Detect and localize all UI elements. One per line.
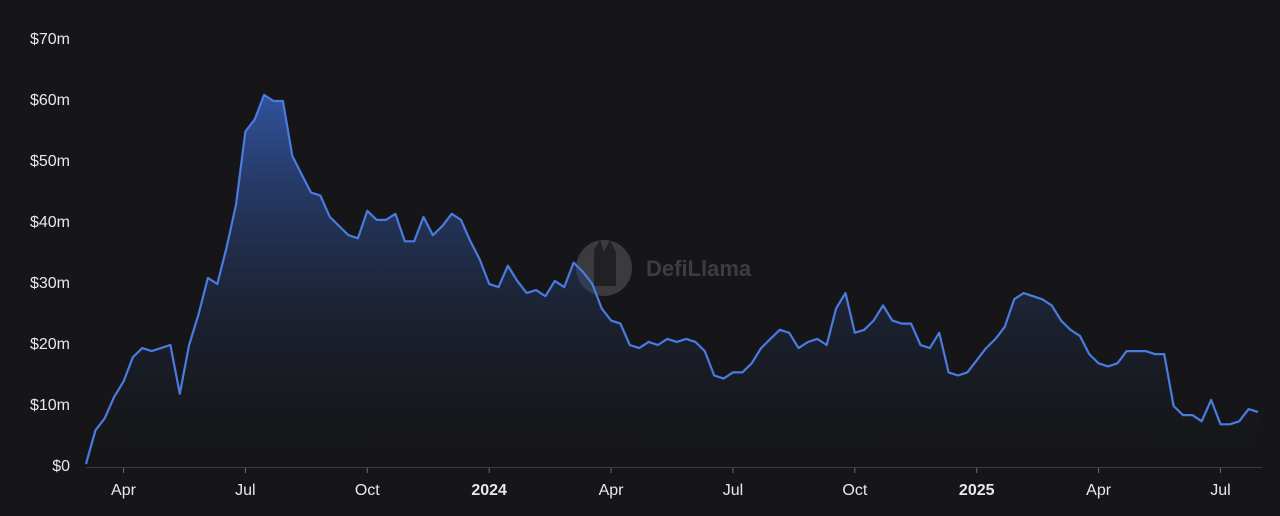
y-tick-label: $60m <box>30 92 70 109</box>
x-tick-label: Jul <box>1210 482 1230 499</box>
y-tick-label: $10m <box>30 397 70 414</box>
x-tick-label: 2024 <box>471 482 507 499</box>
x-tick-label: Jul <box>235 482 255 499</box>
y-tick-label: $20m <box>30 336 70 353</box>
y-tick-label: $40m <box>30 214 70 231</box>
x-tick-label: Oct <box>355 482 380 499</box>
area-line <box>84 93 1259 465</box>
watermark: DefiLlama <box>576 240 752 296</box>
plot: $0 $10m $20m $30m $40m $50m $60m $70m Apr Jul Oct 2… <box>30 31 1262 499</box>
x-tick-label: Jul <box>723 482 743 499</box>
x-tick-label: 2025 <box>959 482 995 499</box>
watermark-logo-shape <box>594 240 616 286</box>
y-tick-label: $70m <box>30 31 70 48</box>
y-tick-label: $30m <box>30 275 70 292</box>
x-tick-label: Oct <box>842 482 867 499</box>
x-tick-label: Apr <box>111 482 137 499</box>
area-fill <box>86 94 1258 468</box>
watermark-text: DefiLlama <box>646 256 752 281</box>
x-tick-label: Apr <box>1086 482 1112 499</box>
x-tick-label: Apr <box>599 482 625 499</box>
y-tick-label: $0 <box>52 458 70 475</box>
y-tick-label: $50m <box>30 153 70 170</box>
